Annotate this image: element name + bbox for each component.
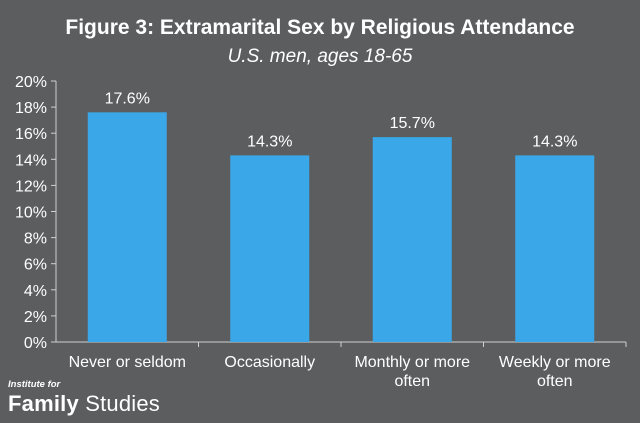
y-tick-label: 8% bbox=[24, 231, 47, 248]
y-tick-label: 0% bbox=[24, 335, 47, 352]
data-label: 14.3% bbox=[532, 133, 577, 150]
bar bbox=[515, 155, 595, 342]
x-tick-label: Monthly or more often bbox=[354, 354, 470, 390]
bar bbox=[230, 155, 310, 342]
y-tick-label: 16% bbox=[15, 126, 47, 143]
y-tick-label: 18% bbox=[15, 100, 47, 117]
y-tick-label: 20% bbox=[15, 74, 47, 91]
x-tick-label: Weekly or more often bbox=[499, 354, 611, 390]
brand-logo: Family Studies bbox=[8, 391, 160, 417]
y-tick-label: 14% bbox=[15, 152, 47, 169]
data-label: 15.7% bbox=[390, 115, 435, 132]
x-tick-label: Occasionally bbox=[224, 354, 315, 371]
y-tick-label: 10% bbox=[15, 205, 47, 222]
bar bbox=[372, 137, 452, 342]
brand-studies: Studies bbox=[78, 391, 160, 416]
chart-title: Figure 3: Extramarital Sex by Religious … bbox=[65, 16, 575, 39]
brand-institute-for: Institute for bbox=[8, 379, 61, 390]
x-tick-label-line: Never or seldom bbox=[69, 354, 186, 371]
y-tick-label: 6% bbox=[24, 257, 47, 274]
x-tick-label-line: Occasionally bbox=[224, 354, 315, 371]
x-tick-label-line: Weekly or more bbox=[499, 354, 611, 371]
bar bbox=[87, 112, 167, 342]
y-tick-label: 4% bbox=[24, 283, 47, 300]
y-tick-label: 12% bbox=[15, 178, 47, 195]
x-tick-label-line: often bbox=[537, 373, 573, 390]
data-label: 14.3% bbox=[247, 133, 292, 150]
brand-family: Family bbox=[8, 391, 79, 416]
x-tick-label-line: often bbox=[394, 373, 430, 390]
chart-subtitle: U.S. men, ages 18-65 bbox=[227, 46, 413, 67]
data-label: 17.6% bbox=[105, 90, 150, 107]
x-tick-label: Never or seldom bbox=[69, 354, 186, 371]
x-tick-label-line: Monthly or more bbox=[354, 354, 470, 371]
y-tick-label: 2% bbox=[24, 309, 47, 326]
